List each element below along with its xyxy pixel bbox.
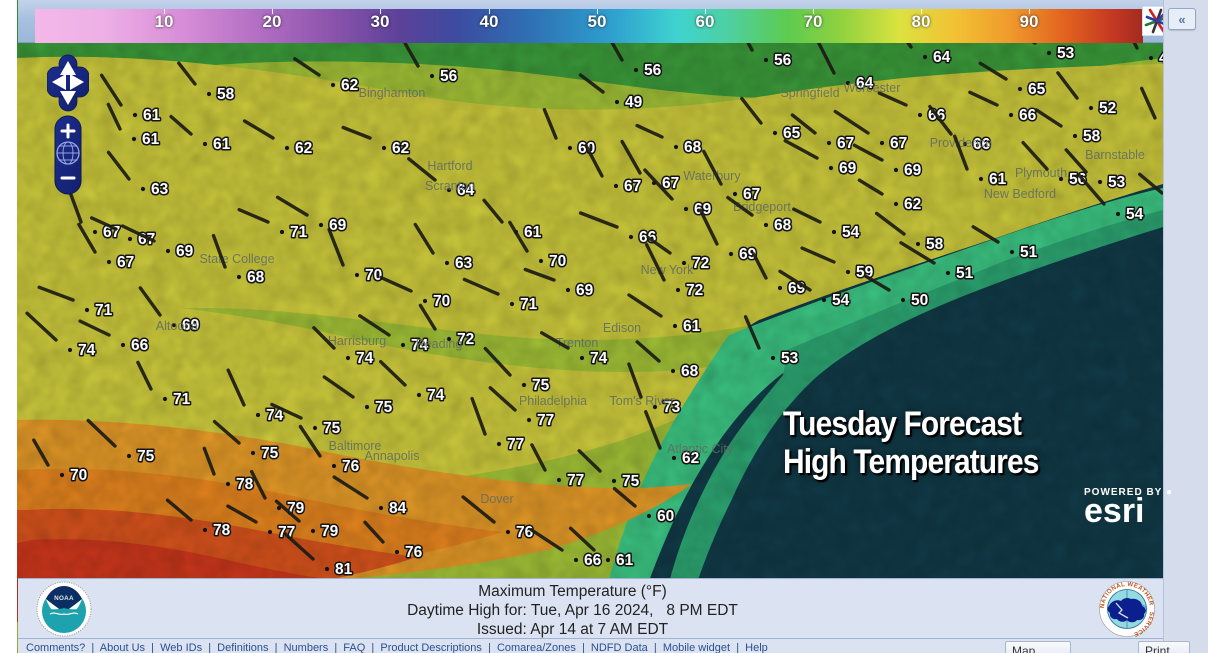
svg-text:61: 61: [683, 318, 701, 335]
svg-text:74: 74: [356, 350, 374, 367]
svg-text:61: 61: [142, 131, 160, 148]
svg-text:52: 52: [1099, 100, 1116, 117]
svg-text:Harrisburg: Harrisburg: [328, 334, 386, 348]
svg-text:Binghamton: Binghamton: [359, 86, 426, 100]
svg-text:53: 53: [1057, 45, 1075, 62]
svg-text:Altoona: Altoona: [156, 319, 198, 333]
svg-text:67: 67: [837, 135, 854, 152]
svg-text:Scranton: Scranton: [425, 179, 475, 193]
svg-text:75: 75: [532, 377, 550, 394]
svg-text:65: 65: [1028, 81, 1046, 98]
svg-text:68: 68: [684, 139, 702, 156]
svg-text:68: 68: [774, 217, 792, 234]
svg-text:75: 75: [137, 448, 155, 465]
svg-text:78: 78: [213, 522, 231, 539]
svg-text:77: 77: [537, 412, 554, 429]
svg-text:56: 56: [644, 62, 662, 79]
svg-text:53: 53: [1108, 174, 1126, 191]
svg-text:66: 66: [1019, 107, 1037, 124]
svg-text:67: 67: [890, 135, 907, 152]
svg-text:62: 62: [904, 196, 921, 213]
svg-text:Reading: Reading: [416, 337, 463, 351]
svg-text:63: 63: [151, 181, 169, 198]
svg-text:78: 78: [236, 476, 254, 493]
svg-text:50: 50: [911, 292, 928, 309]
svg-text:66: 66: [131, 337, 149, 354]
svg-text:61: 61: [524, 224, 542, 241]
svg-text:New Bedford: New Bedford: [984, 187, 1056, 201]
svg-text:71: 71: [95, 302, 113, 319]
svg-text:60: 60: [657, 508, 674, 525]
svg-text:51: 51: [1020, 244, 1038, 261]
svg-text:51: 51: [956, 265, 974, 282]
svg-text:69: 69: [904, 162, 922, 179]
svg-text:84: 84: [389, 500, 407, 517]
svg-text:74: 74: [78, 342, 96, 359]
svg-text:Worcester: Worcester: [844, 81, 901, 95]
svg-text:61: 61: [989, 171, 1007, 188]
svg-text:54: 54: [842, 224, 860, 241]
svg-text:61: 61: [213, 136, 231, 153]
svg-text:71: 71: [290, 224, 308, 241]
svg-text:New York: New York: [641, 263, 695, 277]
svg-text:69: 69: [576, 282, 594, 299]
svg-text:63: 63: [455, 255, 473, 272]
svg-text:54: 54: [1126, 206, 1144, 223]
svg-text:Annapolis: Annapolis: [365, 449, 420, 463]
svg-text:70: 70: [365, 267, 382, 284]
svg-text:69: 69: [839, 160, 857, 177]
svg-text:62: 62: [295, 140, 312, 157]
svg-text:74: 74: [427, 387, 445, 404]
svg-text:76: 76: [405, 544, 423, 561]
svg-text:49: 49: [625, 94, 643, 111]
svg-text:66: 66: [584, 552, 602, 569]
svg-text:77: 77: [507, 436, 524, 453]
svg-text:56: 56: [440, 68, 458, 85]
svg-text:75: 75: [261, 445, 279, 462]
svg-text:74: 74: [590, 350, 608, 367]
svg-text:75: 75: [622, 473, 640, 490]
svg-text:Plymouth: Plymouth: [1015, 166, 1067, 180]
svg-text:58: 58: [926, 236, 944, 253]
svg-text:53: 53: [781, 350, 799, 367]
svg-text:61: 61: [143, 107, 161, 124]
svg-text:54: 54: [832, 292, 850, 309]
svg-text:68: 68: [247, 269, 265, 286]
svg-text:76: 76: [342, 458, 360, 475]
svg-text:58: 58: [1083, 128, 1101, 145]
svg-text:58: 58: [217, 86, 235, 103]
svg-text:Philadelphia: Philadelphia: [519, 394, 587, 408]
svg-text:71: 71: [520, 296, 538, 313]
svg-text:72: 72: [692, 255, 709, 272]
svg-text:Atlantic City: Atlantic City: [667, 442, 734, 456]
svg-text:70: 70: [549, 253, 566, 270]
svg-text:69: 69: [176, 243, 194, 260]
svg-text:61: 61: [616, 552, 634, 569]
svg-text:77: 77: [567, 472, 584, 489]
svg-text:70: 70: [433, 293, 450, 310]
svg-text:81: 81: [335, 561, 353, 578]
svg-text:67: 67: [117, 254, 134, 271]
svg-text:70: 70: [70, 467, 87, 484]
svg-text:«: «: [1178, 12, 1185, 27]
svg-text:56: 56: [774, 52, 792, 69]
svg-text:72: 72: [686, 282, 703, 299]
svg-text:67: 67: [624, 178, 641, 195]
svg-text:62: 62: [392, 140, 409, 157]
svg-text:Edison: Edison: [603, 321, 641, 335]
svg-text:Springfield: Springfield: [780, 86, 839, 100]
svg-text:75: 75: [375, 399, 393, 416]
svg-text:68: 68: [681, 363, 699, 380]
svg-text:79: 79: [321, 523, 339, 540]
svg-text:Barnstable: Barnstable: [1085, 148, 1145, 162]
svg-text:75: 75: [323, 420, 341, 437]
svg-text:71: 71: [173, 391, 191, 408]
svg-text:State College: State College: [199, 252, 274, 266]
svg-text:62: 62: [341, 77, 358, 94]
svg-text:64: 64: [933, 49, 951, 66]
svg-text:Dover: Dover: [480, 492, 513, 506]
svg-text:Providence: Providence: [930, 136, 993, 150]
svg-text:Hartford: Hartford: [427, 159, 472, 173]
svg-text:76: 76: [516, 524, 534, 541]
